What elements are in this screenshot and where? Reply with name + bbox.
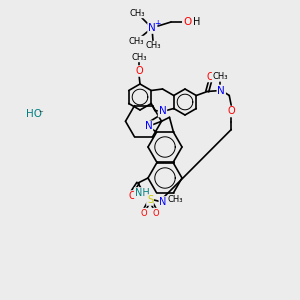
Text: NH: NH <box>135 188 149 198</box>
Text: N: N <box>148 23 156 33</box>
Text: CH₃: CH₃ <box>212 72 228 81</box>
Text: O: O <box>153 208 159 217</box>
Text: HO: HO <box>26 109 42 119</box>
Text: ⁻: ⁻ <box>38 110 43 118</box>
Text: CH₃: CH₃ <box>129 8 145 17</box>
Text: O: O <box>206 71 214 82</box>
Text: CH₃: CH₃ <box>128 37 144 46</box>
Text: H: H <box>193 17 200 27</box>
Text: O: O <box>183 17 191 27</box>
Text: N: N <box>159 106 167 116</box>
Text: O: O <box>135 66 143 76</box>
Text: N: N <box>159 197 167 207</box>
Text: O: O <box>227 106 235 116</box>
Text: CH₃: CH₃ <box>131 52 147 62</box>
Text: O: O <box>141 208 147 217</box>
Text: S: S <box>147 195 153 205</box>
Text: CH₃: CH₃ <box>145 41 161 50</box>
Text: N: N <box>145 121 152 131</box>
Text: O: O <box>128 191 136 201</box>
Text: CH₃: CH₃ <box>168 196 184 205</box>
Text: N: N <box>218 85 225 95</box>
Text: +: + <box>154 19 160 28</box>
